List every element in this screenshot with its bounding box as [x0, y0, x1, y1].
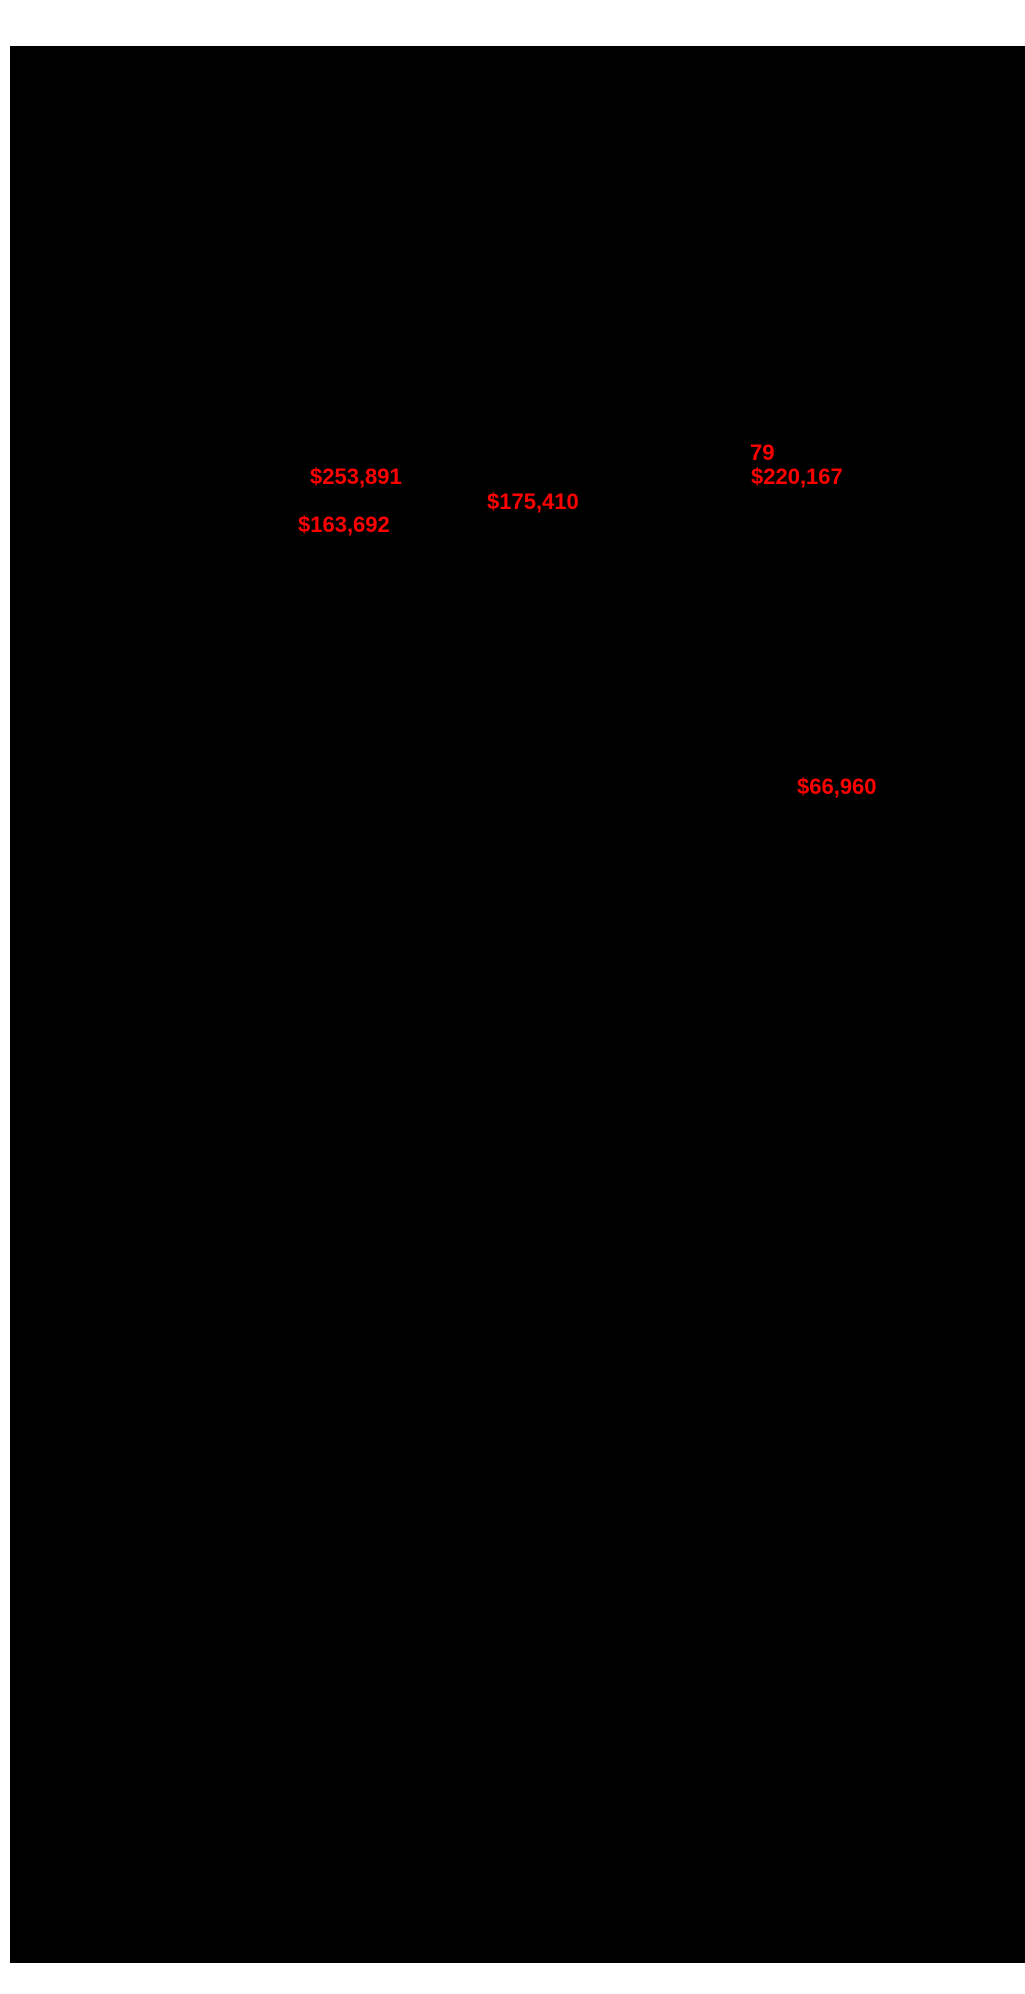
- chart-canvas: 79 $253,891 $220,167 $175,410 $163,692 $…: [10, 46, 1025, 1963]
- chart-data-label-price: $175,410: [487, 489, 579, 514]
- chart-data-label-price: $66,960: [797, 774, 877, 799]
- chart-data-label-price: $253,891: [310, 464, 402, 489]
- chart-data-label-count: 79: [750, 440, 775, 465]
- chart-data-label-price: $163,692: [298, 512, 390, 537]
- chart-data-label-price: $220,167: [751, 464, 843, 489]
